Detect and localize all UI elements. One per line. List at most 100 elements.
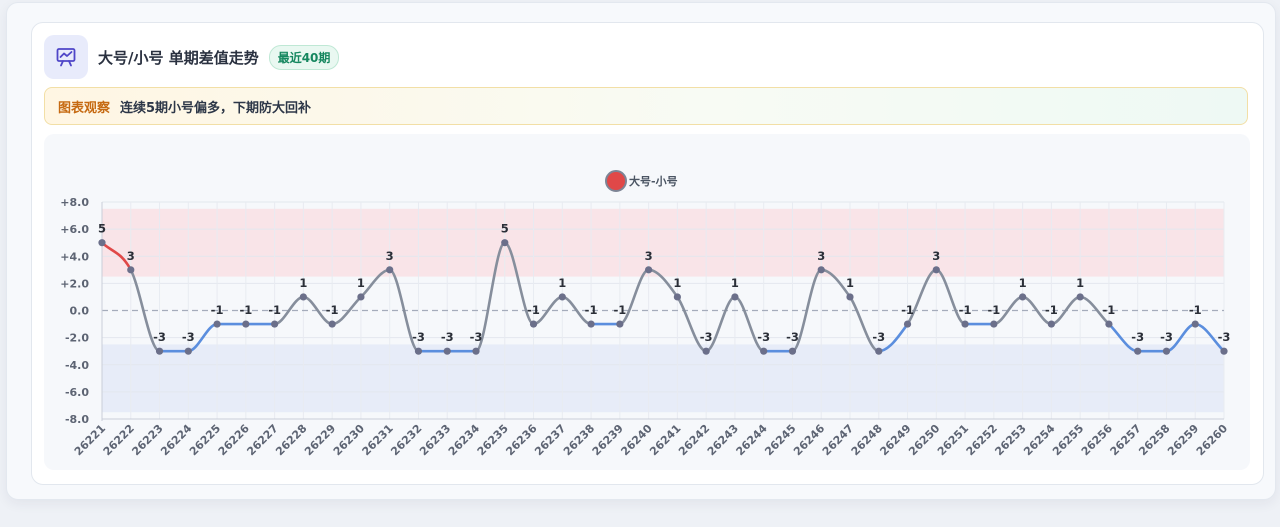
data-point[interactable] xyxy=(817,266,825,274)
data-point[interactable] xyxy=(529,320,538,328)
x-tick-label: 26260 xyxy=(1194,422,1230,458)
data-point[interactable] xyxy=(558,293,566,301)
y-tick-label: -2.0 xyxy=(65,332,89,345)
data-point[interactable] xyxy=(328,320,336,328)
data-label: 1 xyxy=(846,276,854,290)
data-label: -3 xyxy=(412,330,425,344)
data-point[interactable] xyxy=(932,266,940,274)
observation-text: 连续5期小号偏多，下期防大回补 xyxy=(120,100,312,116)
y-tick-label: -6.0 xyxy=(65,386,89,399)
data-point[interactable] xyxy=(616,320,624,328)
data-point[interactable] xyxy=(875,347,883,355)
x-tick-label: 26234 xyxy=(446,422,482,458)
data-label: 3 xyxy=(645,249,653,263)
data-point[interactable] xyxy=(1162,347,1171,355)
y-tick-label: 0.0 xyxy=(70,305,90,318)
x-tick-label: 26221 xyxy=(72,422,108,458)
x-tick-label: 26232 xyxy=(388,422,424,458)
x-tick-label: 26258 xyxy=(1136,422,1172,458)
data-label: -1 xyxy=(326,303,339,317)
card-header: 大号/小号 单期差值走势 最近40期 xyxy=(44,35,340,79)
data-point[interactable] xyxy=(673,293,681,301)
data-point[interactable] xyxy=(1076,293,1084,301)
chart-grid xyxy=(101,201,1225,421)
legend-marker[interactable] xyxy=(605,170,627,192)
data-label: -1 xyxy=(987,303,1000,317)
data-point[interactable] xyxy=(184,347,192,355)
data-point[interactable] xyxy=(98,239,106,247)
data-point[interactable] xyxy=(1047,320,1055,328)
data-point[interactable] xyxy=(788,347,797,355)
data-point[interactable] xyxy=(357,293,365,301)
x-tick-label: 26222 xyxy=(101,422,137,458)
data-point[interactable] xyxy=(443,347,451,355)
x-tick-label: 26248 xyxy=(849,422,885,458)
x-tick-label: 26250 xyxy=(906,422,942,458)
series-segment xyxy=(388,268,420,353)
data-label: -1 xyxy=(959,303,972,317)
data-point[interactable] xyxy=(702,347,710,355)
data-point[interactable] xyxy=(1220,347,1228,355)
series-points xyxy=(98,239,1228,355)
x-tick-label: 26226 xyxy=(216,422,252,458)
data-point[interactable] xyxy=(1134,347,1142,355)
data-label: -3 xyxy=(470,330,483,344)
x-tick-label: 26236 xyxy=(503,422,539,458)
data-label: 1 xyxy=(731,276,739,290)
data-point[interactable] xyxy=(846,293,854,301)
x-tick-label: 26255 xyxy=(1050,422,1086,458)
x-tick-label: 26240 xyxy=(618,422,654,458)
y-tick-label: +6.0 xyxy=(60,223,89,236)
data-label: -3 xyxy=(153,330,166,344)
data-point[interactable] xyxy=(587,320,595,328)
data-label: 1 xyxy=(299,276,307,290)
data-point[interactable] xyxy=(501,239,509,247)
data-point[interactable] xyxy=(155,347,164,355)
data-point[interactable] xyxy=(271,320,279,328)
data-label: 1 xyxy=(558,276,566,290)
data-point[interactable] xyxy=(645,266,653,274)
data-label: 3 xyxy=(817,249,825,263)
x-tick-label: 26239 xyxy=(590,422,626,458)
data-label: -3 xyxy=(1160,330,1173,344)
data-point[interactable] xyxy=(1019,293,1027,301)
x-tick-label: 26252 xyxy=(964,422,1000,458)
data-label: 1 xyxy=(1019,276,1027,290)
data-labels: 5 3 -3 -3 -1 -1 -1 1 -1 1 3 -3 -3 -3 5 -1 1 -1 -1 3 1 -3 1 -3 -3… xyxy=(98,222,1230,345)
data-point[interactable] xyxy=(731,293,739,301)
data-label: -1 xyxy=(901,303,914,317)
data-point[interactable] xyxy=(1191,320,1199,328)
x-tick-label: 26235 xyxy=(475,422,511,458)
x-tick-label: 26237 xyxy=(532,422,568,458)
series-segment xyxy=(503,241,535,326)
band-low xyxy=(102,344,1224,413)
data-label: -1 xyxy=(1045,303,1058,317)
data-label: -3 xyxy=(872,330,885,344)
data-label: 1 xyxy=(357,276,365,290)
data-point[interactable] xyxy=(760,347,768,355)
data-point[interactable] xyxy=(127,266,135,274)
data-point[interactable] xyxy=(961,320,969,328)
data-point[interactable] xyxy=(299,293,307,301)
data-point[interactable] xyxy=(1105,320,1113,328)
period-badge: 最近40期 xyxy=(268,44,340,70)
legend-label[interactable]: 大号-小号 xyxy=(629,174,678,188)
data-label: 3 xyxy=(932,249,940,263)
data-point[interactable] xyxy=(242,320,250,328)
data-label: -3 xyxy=(700,330,713,344)
data-point[interactable] xyxy=(386,266,394,274)
data-point[interactable] xyxy=(213,320,221,328)
data-point[interactable] xyxy=(414,347,423,355)
observation-label: 图表观察 xyxy=(58,100,111,116)
data-label: -1 xyxy=(1103,303,1116,317)
x-tick-label: 26251 xyxy=(935,422,971,458)
data-point[interactable] xyxy=(472,347,480,355)
chart-legend[interactable]: 大号-小号 xyxy=(605,170,678,192)
x-tick-label: 26246 xyxy=(791,422,827,458)
y-tick-label: +2.0 xyxy=(60,277,89,290)
x-tick-label: 26253 xyxy=(992,422,1028,458)
data-point[interactable] xyxy=(903,320,912,328)
data-point[interactable] xyxy=(990,320,998,328)
data-label: -3 xyxy=(786,330,799,344)
x-tick-label: 26224 xyxy=(158,422,194,458)
